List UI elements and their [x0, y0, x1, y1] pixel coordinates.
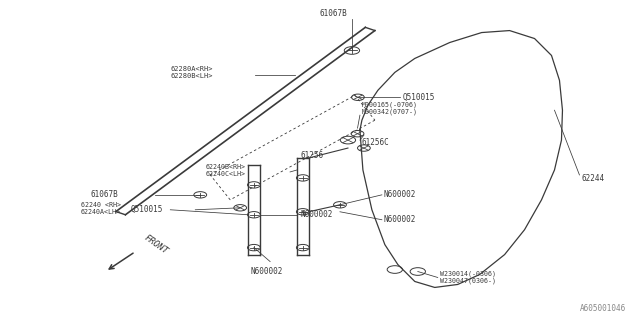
Text: N600002: N600002: [250, 267, 282, 276]
Text: 61256C: 61256C: [362, 138, 390, 147]
Text: W230014(-0306)
W230047(0306-): W230014(-0306) W230047(0306-): [440, 270, 496, 284]
Text: M000165(-0706)
M000342(0707-): M000165(-0706) M000342(0707-): [362, 101, 418, 115]
Text: 61256: 61256: [300, 150, 323, 160]
Text: Q510015: Q510015: [131, 205, 163, 214]
Text: 61067B: 61067B: [320, 9, 348, 18]
Text: N600002: N600002: [300, 210, 332, 219]
Text: N600002: N600002: [384, 190, 416, 199]
Text: 62244: 62244: [581, 174, 605, 183]
Text: N600002: N600002: [384, 215, 416, 224]
Text: 62240 <RH>
62240A<LH>: 62240 <RH> 62240A<LH>: [81, 202, 120, 215]
Text: 61067B: 61067B: [90, 190, 118, 199]
Text: 62280A<RH>
62280B<LH>: 62280A<RH> 62280B<LH>: [170, 66, 213, 79]
Text: 62240B<RH>
62240C<LH>: 62240B<RH> 62240C<LH>: [205, 164, 245, 178]
Text: Q510015: Q510015: [403, 93, 435, 102]
Text: FRONT: FRONT: [142, 233, 170, 256]
Text: A605001046: A605001046: [580, 304, 627, 313]
